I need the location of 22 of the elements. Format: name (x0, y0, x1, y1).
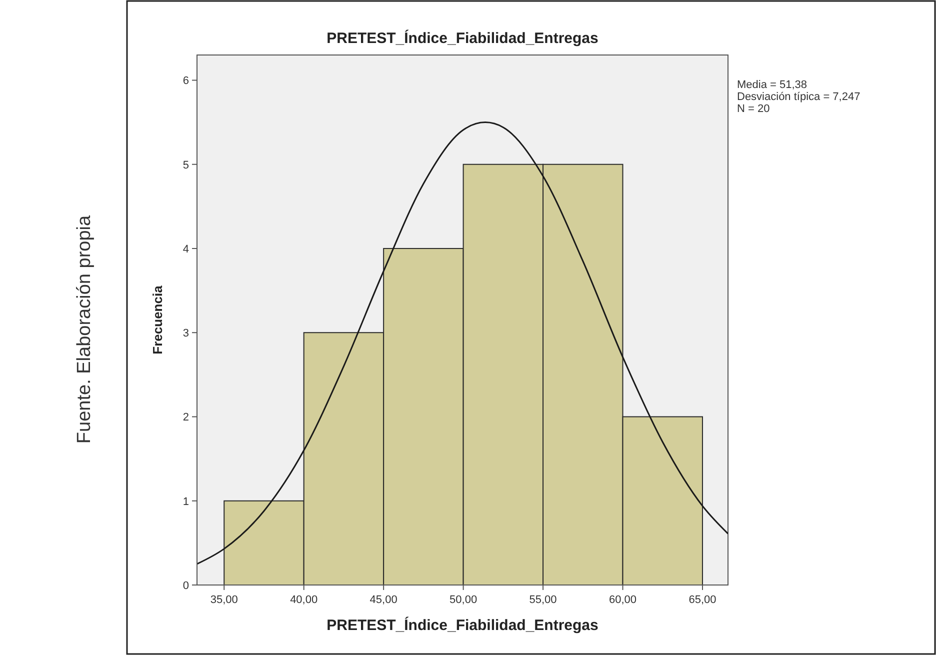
y-tick-label: 6 (182, 75, 189, 88)
y-tick-label: 5 (182, 159, 189, 172)
y-tick-label: 2 (182, 412, 189, 424)
text: Desviación típica = 7,247 (737, 91, 860, 103)
x-tick-label: 65,00 (688, 594, 716, 606)
y-tick-label: 1 (182, 496, 189, 508)
line-series (197, 122, 728, 565)
source-note: Fuente. Elaboración propia (74, 214, 95, 444)
x-tick-label: 55,00 (529, 594, 557, 606)
y-tick-label: 0 (182, 580, 189, 592)
x-tick-label: 60,00 (608, 594, 637, 606)
x-tick-label: 45,00 (370, 594, 398, 606)
x-tick-label: 35,00 (210, 594, 238, 606)
chart-title: PRETEST_Índice_Fiabilidad_Entregas (326, 29, 598, 47)
x-axis-title: PRETEST_Índice_Fiabilidad_Entregas (326, 616, 598, 634)
text: Media = 51,38 (737, 79, 808, 91)
x-tick-label: 40,00 (290, 594, 318, 606)
text: N = 20 (737, 103, 770, 115)
y-axis-title: Frecuencia (150, 284, 165, 354)
y-tick-label: 3 (182, 328, 189, 340)
y-tick-label: 4 (182, 243, 189, 256)
x-tick-label: 50,00 (450, 594, 478, 606)
